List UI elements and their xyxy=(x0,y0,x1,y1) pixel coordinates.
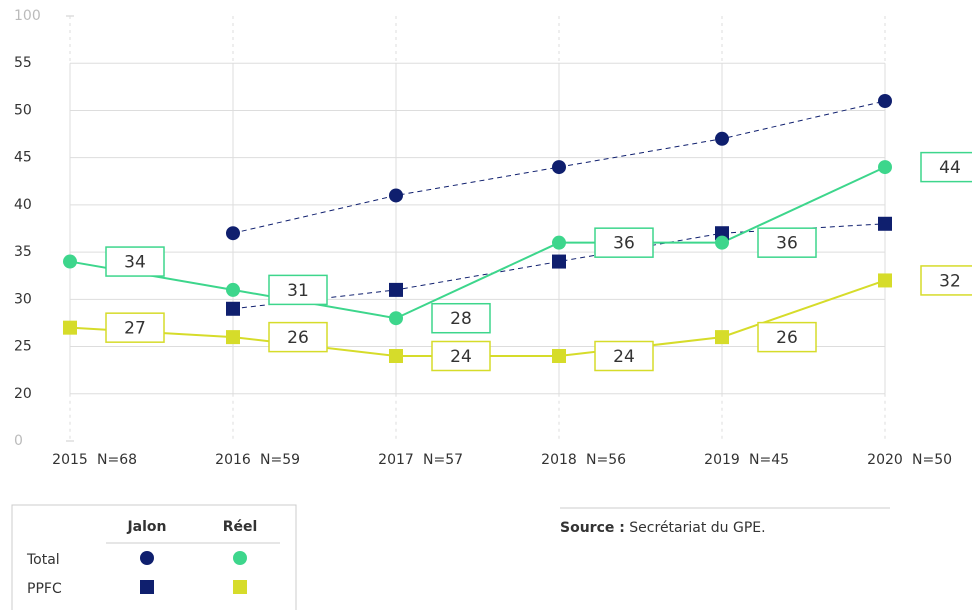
label-box xyxy=(105,246,165,277)
point xyxy=(226,301,240,316)
legend-row-label: PPFC xyxy=(27,581,62,597)
point xyxy=(226,226,240,241)
point xyxy=(63,320,77,335)
point xyxy=(715,330,729,345)
data-label: 28 xyxy=(450,309,472,329)
point xyxy=(389,188,403,203)
y-tick-label: 50 xyxy=(14,102,32,118)
y-tick-label: 0 xyxy=(14,433,23,449)
legend-header: Réel xyxy=(223,519,258,535)
data-label: 44 xyxy=(939,158,961,178)
data-label: 24 xyxy=(450,347,472,367)
n-label: N=56 xyxy=(586,452,626,468)
x-tick-label: 2020 xyxy=(867,452,903,468)
x-tick-label: 2017 xyxy=(378,452,414,468)
n-label: N=68 xyxy=(97,452,137,468)
label-box xyxy=(594,340,654,372)
point xyxy=(552,254,566,269)
point xyxy=(226,282,240,297)
legend-marker xyxy=(140,580,154,594)
n-label: N=50 xyxy=(912,452,952,468)
label-box xyxy=(268,321,328,353)
point xyxy=(715,131,729,146)
label-box xyxy=(431,302,491,334)
point xyxy=(389,311,403,326)
y-tick-label: 40 xyxy=(14,197,32,213)
y-tick-label: 20 xyxy=(14,386,32,402)
label-box xyxy=(920,265,972,296)
series-line xyxy=(69,166,886,320)
legend-marker xyxy=(140,551,154,565)
data-label: 24 xyxy=(613,347,635,367)
label-box xyxy=(105,312,165,343)
legend-row-label: Total xyxy=(26,552,60,568)
data-label: 34 xyxy=(124,253,146,273)
label-box xyxy=(920,151,972,183)
label-box xyxy=(268,274,328,306)
y-tick-label: 35 xyxy=(14,244,32,260)
source-label: Source : xyxy=(560,520,625,536)
point xyxy=(63,254,77,269)
point xyxy=(878,94,892,108)
point xyxy=(878,216,892,231)
label-box xyxy=(431,340,491,372)
source-text: Secrétariat du GPE. xyxy=(629,520,765,536)
point xyxy=(878,273,892,288)
source: Source : Secrétariat du GPE. xyxy=(560,520,766,536)
x-tick-label: 2015 xyxy=(52,452,88,468)
label-box xyxy=(757,321,817,353)
series-line xyxy=(232,100,886,234)
n-label: N=57 xyxy=(423,452,463,468)
legend-marker xyxy=(233,551,247,565)
point xyxy=(389,349,403,363)
data-label: 32 xyxy=(939,271,961,291)
label-box xyxy=(757,227,817,258)
point xyxy=(552,160,566,175)
point xyxy=(226,330,240,345)
data-label: 31 xyxy=(287,281,309,301)
label-box xyxy=(594,227,654,258)
legend-header: Jalon xyxy=(126,519,166,535)
y-tick-label: 25 xyxy=(14,339,32,355)
data-label: 36 xyxy=(613,234,635,254)
point xyxy=(878,160,892,175)
point xyxy=(715,235,729,250)
point xyxy=(389,282,403,297)
x-tick-label: 2018 xyxy=(541,452,577,468)
legend-box xyxy=(11,504,297,610)
n-label: N=45 xyxy=(749,452,789,468)
y-tick-label: 55 xyxy=(14,55,32,71)
data-label: 26 xyxy=(287,328,309,348)
point xyxy=(552,349,566,363)
y-tick-label: 30 xyxy=(14,291,32,307)
y-tick-label: 45 xyxy=(14,150,32,166)
legend-marker xyxy=(233,580,247,594)
y-tick-label: 100 xyxy=(14,8,41,24)
data-label: 27 xyxy=(124,319,146,339)
n-label: N=59 xyxy=(260,452,300,468)
data-label: 36 xyxy=(776,234,798,254)
point xyxy=(552,235,566,250)
x-tick-label: 2019 xyxy=(704,452,740,468)
x-tick-label: 2016 xyxy=(215,452,251,468)
data-label: 26 xyxy=(776,328,798,348)
